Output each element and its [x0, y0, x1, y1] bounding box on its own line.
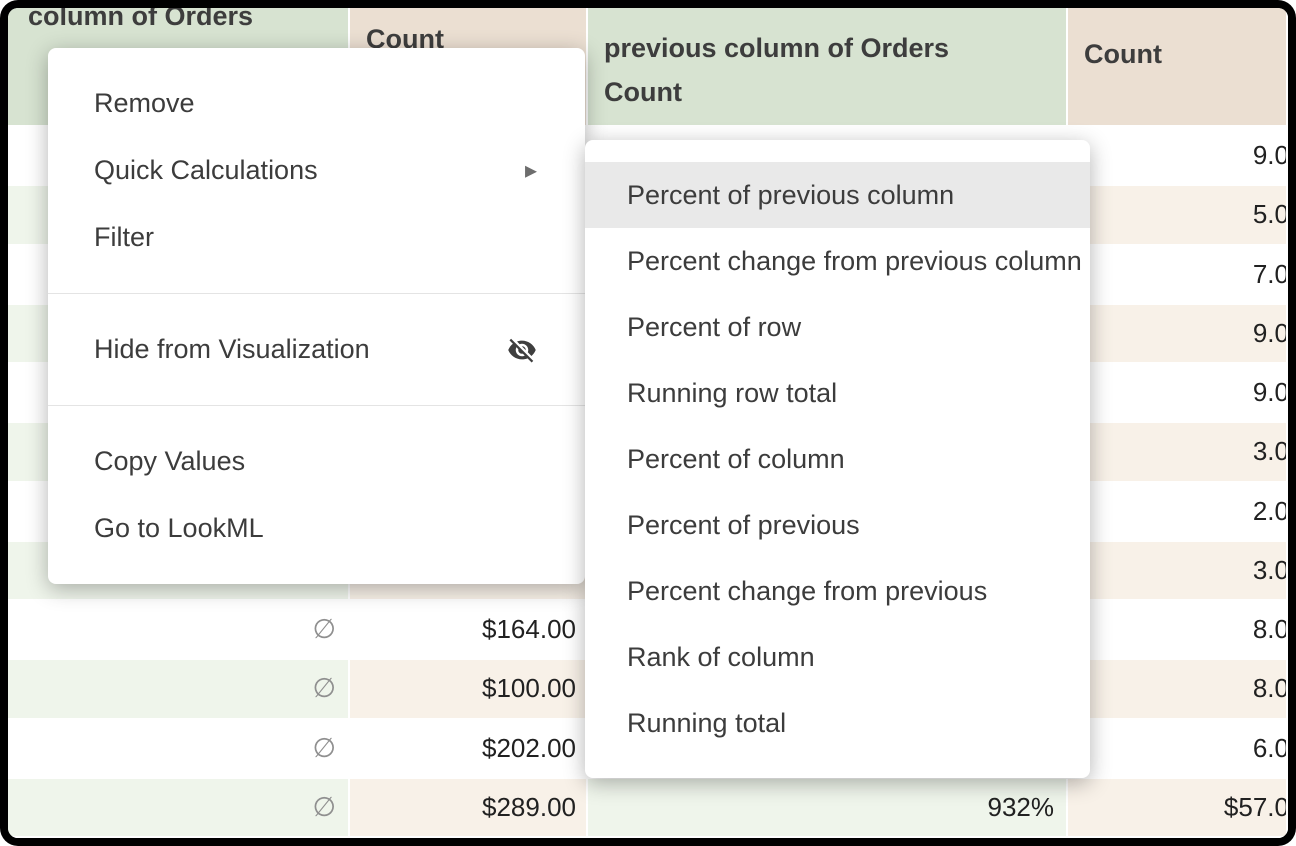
cell[interactable]: 5.0	[1068, 186, 1288, 246]
cell[interactable]: 9.0	[1068, 304, 1288, 364]
cell[interactable]: 9.0	[1068, 127, 1288, 187]
column-header-count-2[interactable]: Count	[1068, 8, 1288, 127]
null-cell[interactable]: ∅	[8, 778, 350, 838]
table-header-row: column of Orders Count previous column o…	[8, 8, 1288, 127]
column-header-label: column of Orders	[28, 8, 254, 31]
cell[interactable]: 3.0	[1068, 541, 1288, 601]
submenu-item-percent-change-from-previous[interactable]: Percent change from previous	[585, 558, 1090, 624]
cell[interactable]: 932%	[588, 778, 1068, 838]
quick-calculations-submenu: Percent of previous column Percent chang…	[585, 140, 1090, 778]
cell[interactable]: $289.00	[350, 778, 588, 838]
menu-divider	[48, 405, 585, 406]
null-cell[interactable]: ∅	[8, 719, 350, 779]
null-cell[interactable]: ∅	[8, 601, 350, 661]
menu-item-copy-values[interactable]: Copy Values	[48, 428, 585, 495]
submenu-item-running-row-total[interactable]: Running row total	[585, 360, 1090, 426]
cell[interactable]: 6.0	[1068, 719, 1288, 779]
cell[interactable]: 8.0	[1068, 601, 1288, 661]
column-header-label-line2: Count	[604, 77, 682, 107]
submenu-item-label: Percent of column	[627, 443, 845, 474]
column-header-label: Count	[1084, 39, 1162, 69]
column-header-label-line1: previous column of Orders	[604, 33, 950, 63]
visibility-off-icon	[507, 335, 537, 365]
menu-item-label: Go to LookML	[94, 513, 264, 543]
table-row: ∅ $289.00 932% $57.0	[8, 778, 1288, 838]
cell[interactable]: 3.0	[1068, 423, 1288, 483]
menu-item-hide-from-visualization[interactable]: Hide from Visualization	[48, 316, 585, 383]
cell[interactable]: $100.00	[350, 660, 588, 720]
submenu-item-label: Running total	[627, 707, 787, 738]
menu-item-label: Remove	[94, 88, 195, 118]
submenu-item-percent-of-previous-column[interactable]: Percent of previous column	[585, 162, 1090, 228]
cell[interactable]: $57.0	[1068, 778, 1288, 838]
cell[interactable]: 9.0	[1068, 364, 1288, 424]
cell[interactable]: $164.00	[350, 601, 588, 661]
submenu-item-percent-of-previous[interactable]: Percent of previous	[585, 492, 1090, 558]
submenu-item-percent-change-from-previous-column[interactable]: Percent change from previous column	[585, 228, 1090, 294]
cell[interactable]: 2.0	[1068, 482, 1288, 542]
submenu-item-label: Percent of previous	[627, 509, 860, 540]
column-header-percent-of-previous-column[interactable]: previous column of Orders Count	[588, 8, 1068, 127]
menu-item-label: Filter	[94, 222, 154, 252]
submenu-item-percent-of-column[interactable]: Percent of column	[585, 426, 1090, 492]
submenu-item-label: Percent of row	[627, 311, 802, 342]
column-context-menu: Remove Quick Calculations ▸ Filter Hide …	[48, 48, 585, 584]
chevron-right-icon: ▸	[524, 156, 537, 184]
submenu-item-label: Rank of column	[627, 641, 815, 672]
cell[interactable]: $202.00	[350, 719, 588, 779]
cell[interactable]: 7.0	[1068, 245, 1288, 305]
menu-item-go-to-lookml[interactable]: Go to LookML	[48, 495, 585, 562]
submenu-item-running-total[interactable]: Running total	[585, 690, 1090, 756]
menu-item-quick-calculations[interactable]: Quick Calculations ▸	[48, 137, 585, 204]
explore-table-view: column of Orders Count previous column o…	[8, 8, 1288, 838]
menu-item-filter[interactable]: Filter	[48, 204, 585, 271]
menu-item-label: Hide from Visualization	[94, 334, 370, 364]
submenu-item-label: Percent of previous column	[627, 179, 955, 210]
cell[interactable]: 8.0	[1068, 660, 1288, 720]
submenu-item-percent-of-row[interactable]: Percent of row	[585, 294, 1090, 360]
menu-item-label: Copy Values	[94, 446, 246, 476]
submenu-item-rank-of-column[interactable]: Rank of column	[585, 624, 1090, 690]
menu-item-remove[interactable]: Remove	[48, 70, 585, 137]
submenu-item-label: Percent change from previous	[627, 575, 988, 606]
submenu-item-label: Running row total	[627, 377, 838, 408]
null-cell[interactable]: ∅	[8, 660, 350, 720]
menu-divider	[48, 293, 585, 294]
submenu-item-label: Percent change from previous column	[627, 245, 1082, 276]
menu-item-label: Quick Calculations	[94, 155, 318, 185]
